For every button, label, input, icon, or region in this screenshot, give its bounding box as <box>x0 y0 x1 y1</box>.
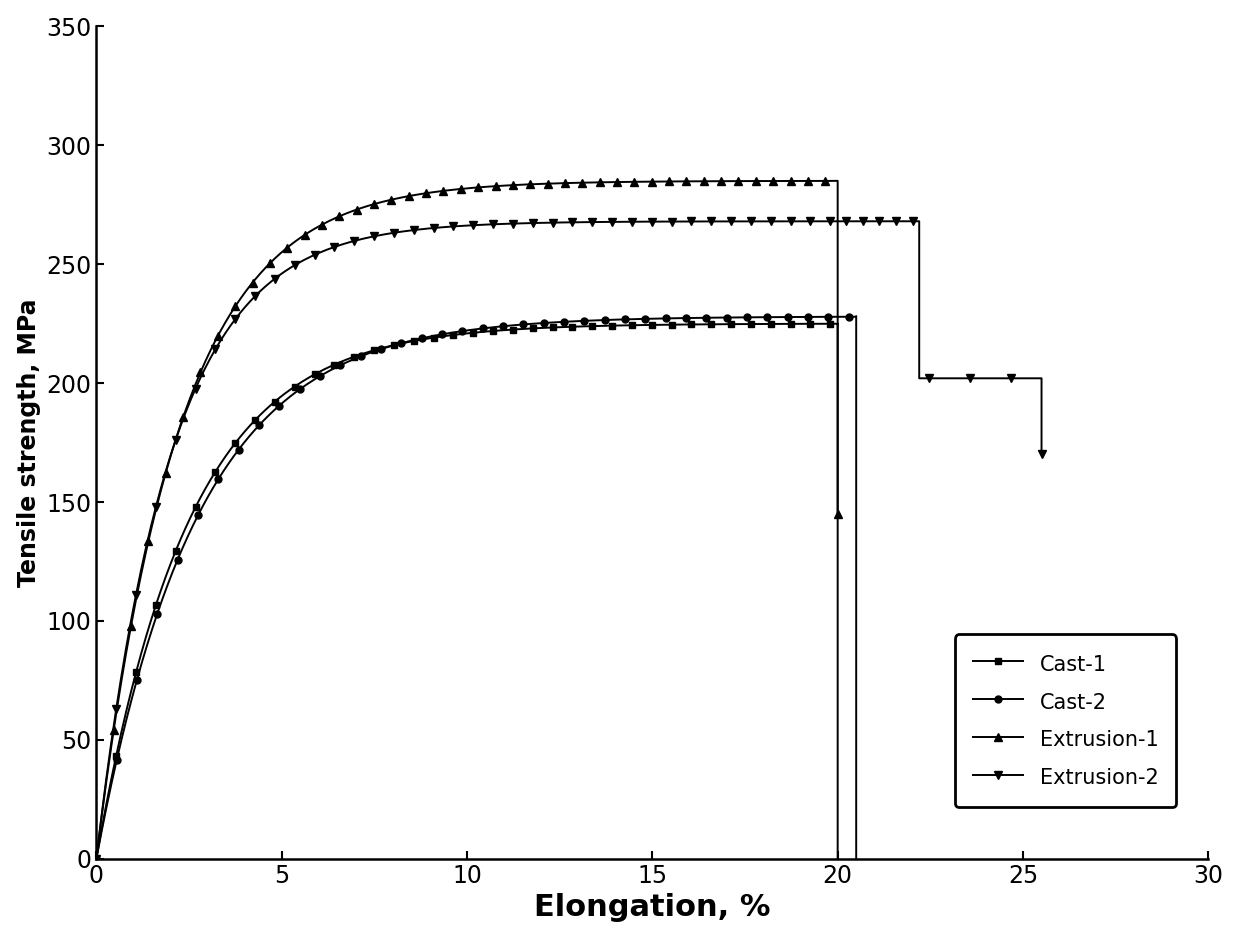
Cast-1 <box>774 318 789 330</box>
Cast-2 <box>790 312 805 323</box>
Cast-1 <box>831 854 846 865</box>
Cast-2 <box>709 312 724 323</box>
Extrusion-1 <box>774 176 789 187</box>
Extrusion-1 <box>89 854 104 865</box>
Extrusion-2 <box>1034 449 1049 460</box>
Extrusion-1 <box>694 176 709 187</box>
Extrusion-2 <box>131 577 146 588</box>
Extrusion-2 <box>89 854 104 865</box>
Extrusion-1 <box>608 177 622 188</box>
Extrusion-2 <box>831 216 846 227</box>
Cast-1 <box>89 854 104 865</box>
Extrusion-1 <box>799 176 813 187</box>
Cast-1 <box>608 320 622 331</box>
Extrusion-2 <box>109 703 124 715</box>
Extrusion-1 <box>330 212 345 223</box>
Cast-1 <box>831 318 846 330</box>
Cast-2 <box>848 311 863 322</box>
Cast-2 <box>816 311 831 322</box>
Cast-2 <box>620 314 635 325</box>
Cast-2 <box>848 854 863 865</box>
Y-axis label: Tensile strength, MPa: Tensile strength, MPa <box>16 299 41 587</box>
Cast-1 <box>694 318 709 330</box>
X-axis label: Elongation, %: Elongation, % <box>534 893 770 922</box>
Line: Extrusion-1: Extrusion-1 <box>92 177 842 863</box>
Extrusion-2 <box>556 217 570 228</box>
Extrusion-1 <box>794 176 808 187</box>
Extrusion-2 <box>394 226 409 238</box>
Cast-1 <box>794 318 808 330</box>
Cast-2 <box>811 311 826 322</box>
Cast-1 <box>799 318 813 330</box>
Extrusion-1 <box>831 508 846 519</box>
Extrusion-1 <box>831 176 846 187</box>
Line: Cast-1: Cast-1 <box>93 320 841 862</box>
Extrusion-2 <box>486 219 501 230</box>
Extrusion-2 <box>864 216 879 227</box>
Legend: Cast-1, Cast-2, Extrusion-1, Extrusion-2: Cast-1, Cast-2, Extrusion-1, Extrusion-2 <box>955 635 1176 807</box>
Line: Extrusion-2: Extrusion-2 <box>92 217 1045 863</box>
Cast-2 <box>89 854 104 865</box>
Line: Cast-2: Cast-2 <box>93 313 859 862</box>
Cast-2 <box>335 359 350 370</box>
Cast-1 <box>330 358 345 369</box>
